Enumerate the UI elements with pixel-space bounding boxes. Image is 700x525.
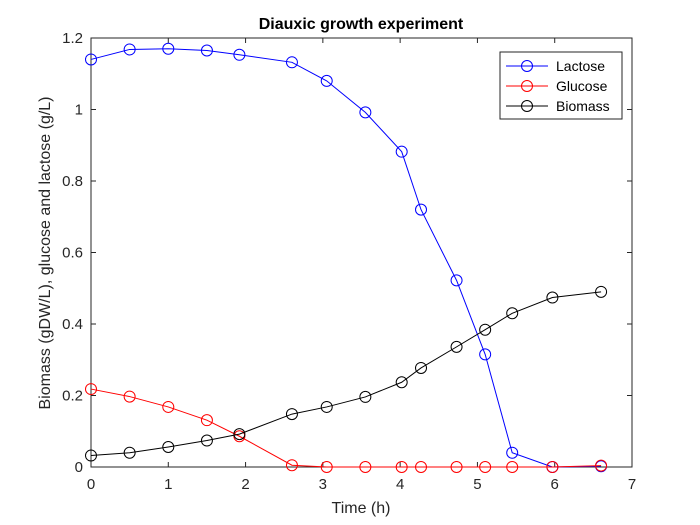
x-tick-label: 2 xyxy=(241,476,249,493)
biomass-data-point xyxy=(200,434,213,447)
glucose-data-point xyxy=(85,383,97,396)
glucose-data-point xyxy=(595,459,608,472)
y-tick-label: 1 xyxy=(75,102,83,119)
legend-glucose-marker xyxy=(521,80,533,92)
lactose-data-point xyxy=(450,274,463,287)
glucose-data-point xyxy=(450,461,463,473)
glucose-data-point xyxy=(506,461,519,473)
x-tick-label: 6 xyxy=(551,476,559,493)
lactose-data-point xyxy=(479,348,492,361)
biomass-data-point xyxy=(450,340,463,353)
lactose-data-point xyxy=(162,42,175,55)
biomass-data-point xyxy=(285,408,298,421)
y-tick-label: 0.6 xyxy=(62,245,83,262)
biomass-data-point xyxy=(233,428,246,441)
x-tick-label: 0 xyxy=(87,476,95,493)
glucose-data-point xyxy=(546,461,559,473)
legend-biomass-marker xyxy=(521,100,533,112)
y-axis-label: Biomass (gDW/L), glucose and lactose (g/… xyxy=(37,96,54,409)
biomass-data-point xyxy=(123,446,136,459)
biomass-data-point xyxy=(506,307,519,320)
x-tick-label: 1 xyxy=(164,476,172,493)
x-axis-label: Time (h) xyxy=(332,500,391,517)
lactose-data-point xyxy=(320,74,333,87)
lactose-series-line xyxy=(90,48,602,468)
biomass-data-point xyxy=(546,291,559,304)
glucose-data-point xyxy=(359,461,372,473)
legend-lactose-label: Lactose xyxy=(556,58,605,74)
legend-lactose-marker xyxy=(521,60,533,72)
lactose-data-point xyxy=(200,44,213,57)
glucose-series-line xyxy=(90,388,602,468)
lactose-data-point xyxy=(506,446,519,459)
glucose-data-point xyxy=(395,461,408,473)
x-tick-label: 5 xyxy=(473,476,481,493)
biomass-data-point xyxy=(479,323,492,336)
x-tick-label: 4 xyxy=(396,476,404,493)
lactose-data-point xyxy=(359,106,372,119)
glucose-data-point xyxy=(479,461,492,473)
glucose-data-point xyxy=(200,414,213,427)
lactose-data-point xyxy=(415,203,428,216)
lactose-data-point xyxy=(395,145,408,158)
y-tick-label: 0.2 xyxy=(62,388,83,405)
glucose-data-point xyxy=(162,400,175,413)
glucose-data-point xyxy=(123,390,136,403)
x-tick-label: 3 xyxy=(319,476,327,493)
biomass-data-point xyxy=(85,449,97,462)
y-tick-label: 0.8 xyxy=(62,173,83,190)
biomass-data-point xyxy=(415,361,428,374)
biomass-series-line xyxy=(90,291,602,457)
biomass-data-point xyxy=(595,285,608,298)
biomass-data-point xyxy=(162,440,175,453)
x-tick-label: 7 xyxy=(628,476,636,493)
lactose-data-point xyxy=(85,53,97,66)
y-tick-label: 0 xyxy=(75,459,83,476)
glucose-data-point xyxy=(415,461,428,473)
legend: Lactose Glucose Biomass xyxy=(499,51,623,120)
lactose-data-point xyxy=(123,43,136,56)
legend-biomass-label: Biomass xyxy=(556,98,610,114)
biomass-data-point xyxy=(320,400,333,413)
lactose-data-point xyxy=(285,56,298,69)
biomass-data-point xyxy=(359,390,372,403)
lactose-data-point xyxy=(233,48,246,61)
biomass-data-point xyxy=(395,376,408,389)
y-tick-label: 0.4 xyxy=(62,316,83,333)
legend-glucose-label: Glucose xyxy=(556,78,608,94)
glucose-data-point xyxy=(285,459,298,472)
chart-title: Diauxic growth experiment xyxy=(259,16,464,33)
glucose-data-point xyxy=(320,461,333,473)
y-tick-label: 1.2 xyxy=(62,30,83,47)
